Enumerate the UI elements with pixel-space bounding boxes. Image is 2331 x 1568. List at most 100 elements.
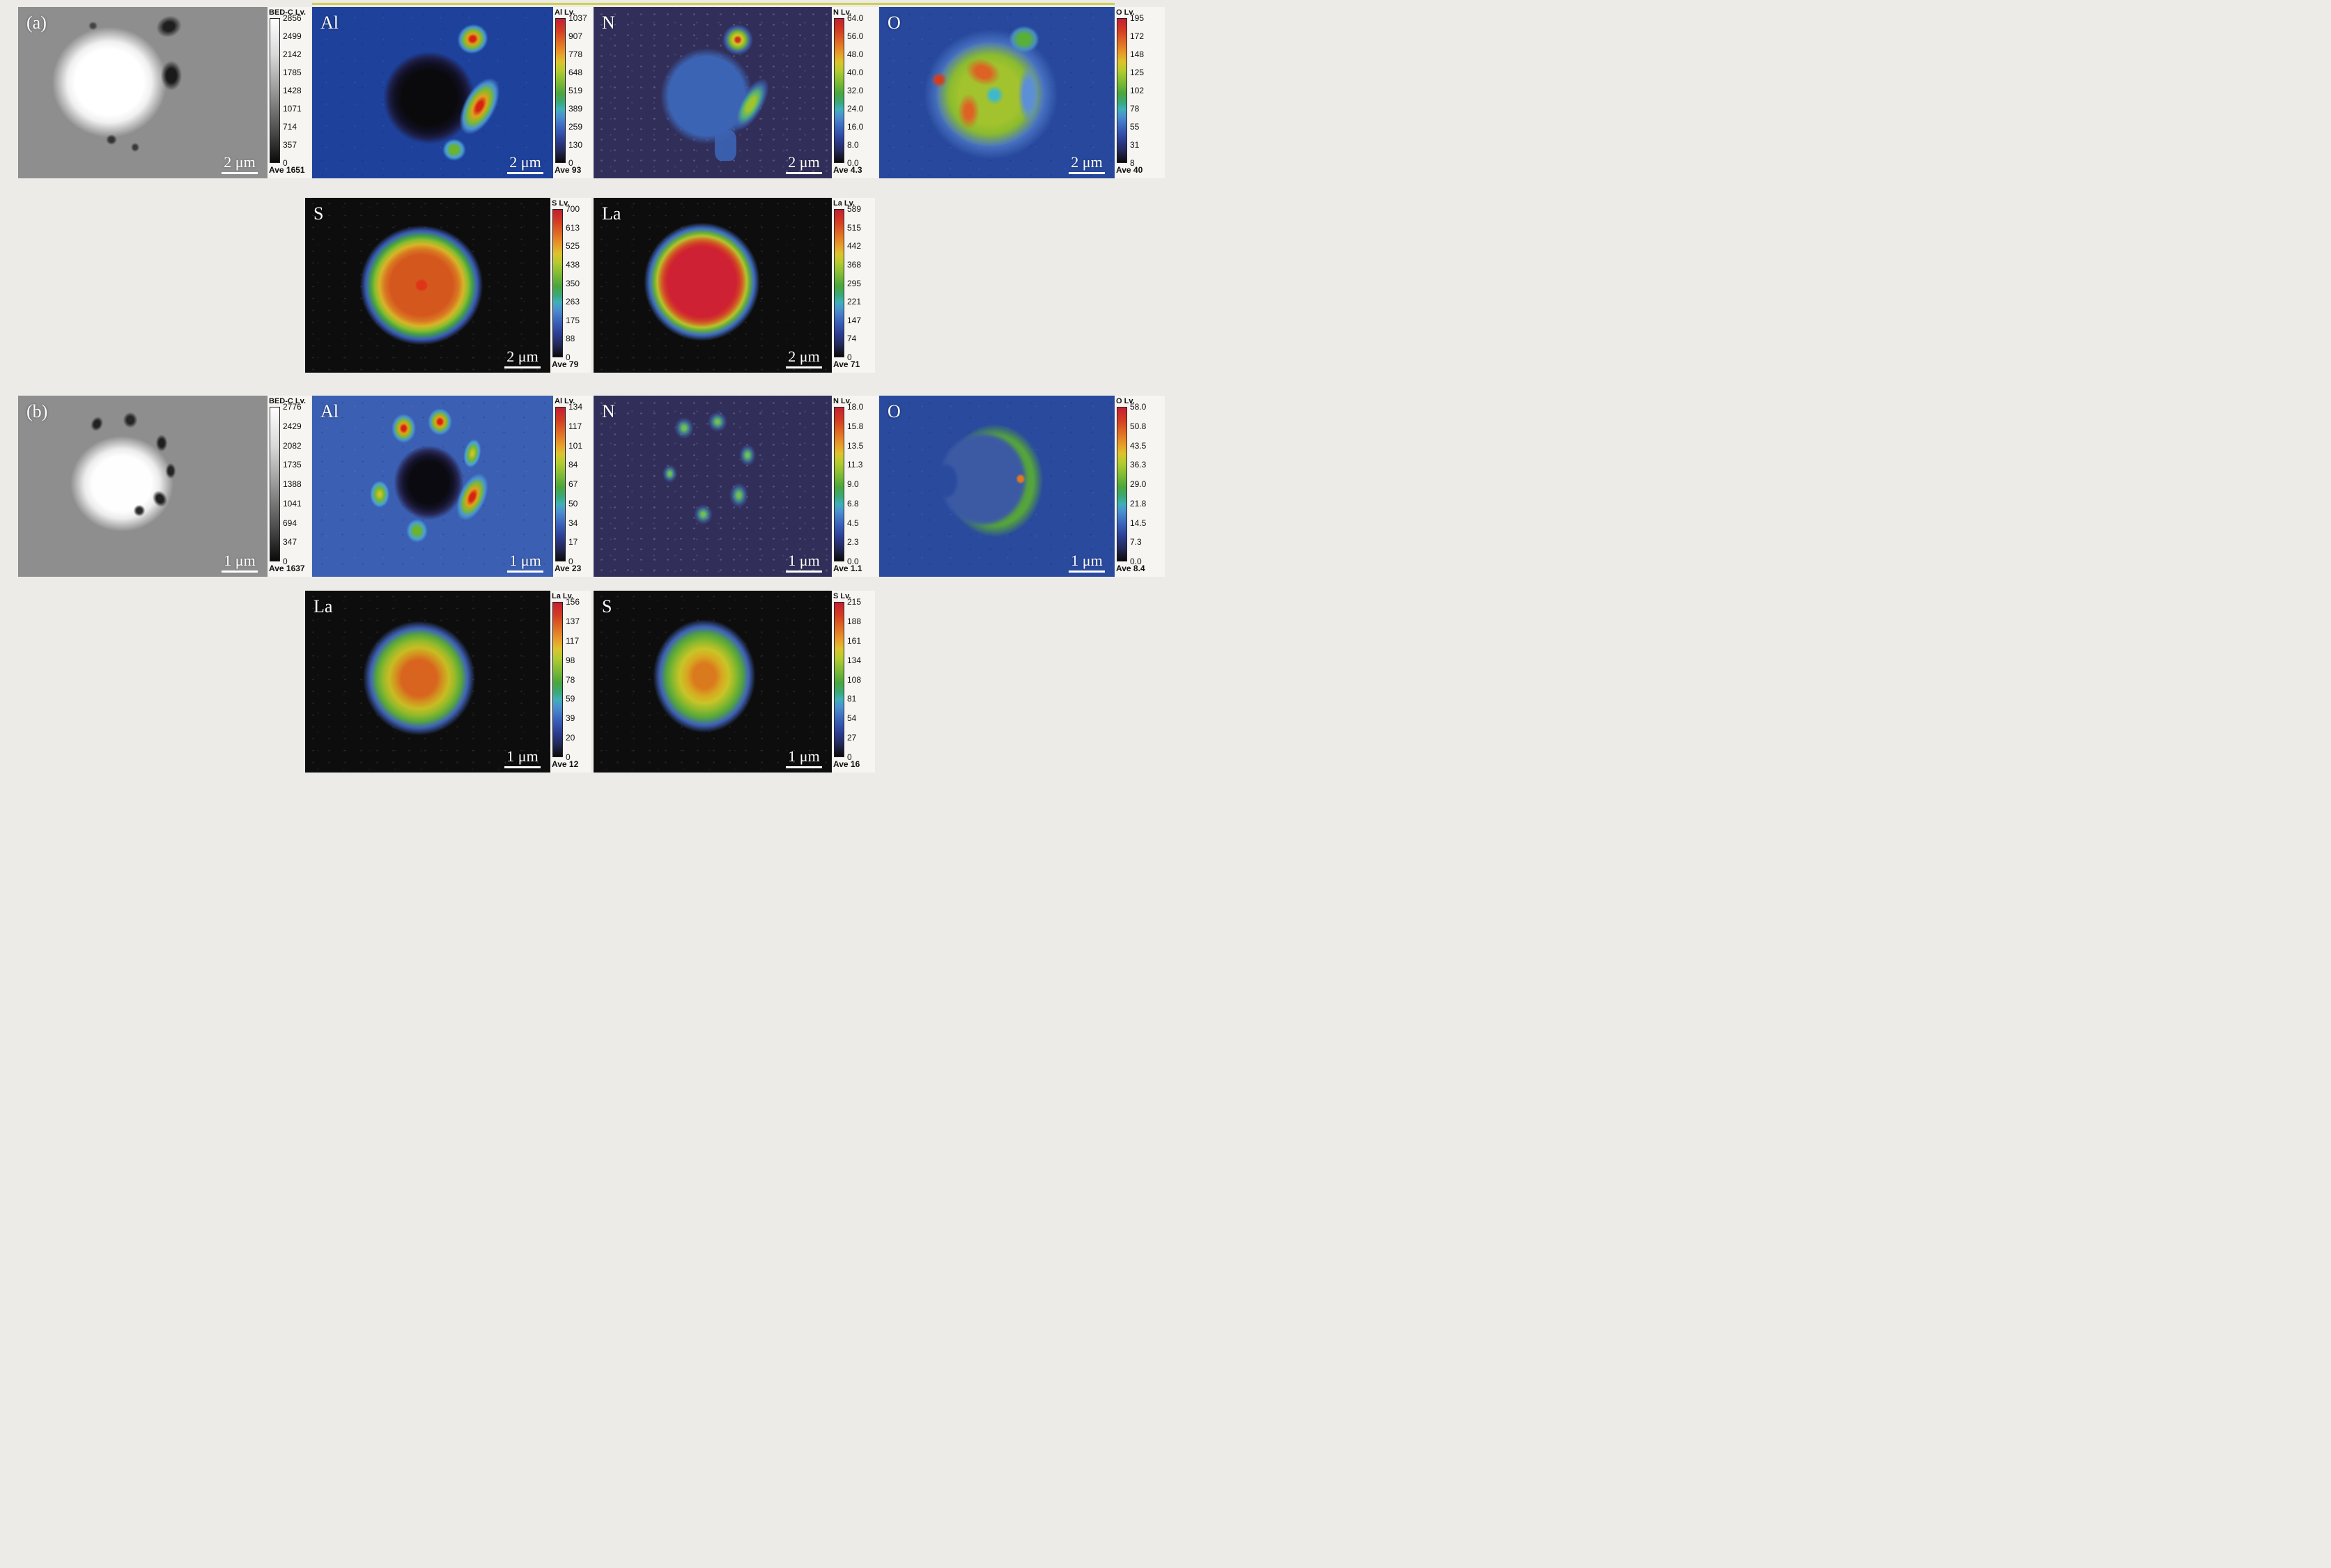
colorbar-gradient [1117, 18, 1127, 163]
colorbar-tick-label: 31 [1130, 140, 1140, 150]
colorbar-tick-label: 0 [283, 557, 288, 566]
dark-speck [105, 134, 118, 146]
scale-bar-label: 1 μm [509, 551, 541, 569]
colorbar-tick-label: 98 [566, 655, 575, 665]
colorbar-tick-label: 1428 [283, 86, 302, 95]
colorbar-tick-label: 368 [847, 259, 862, 270]
colorbar-tick-label: 8.0 [847, 140, 859, 150]
colorbar-tick-label: 188 [847, 616, 862, 626]
colorbar-tick-label: 1041 [283, 498, 302, 509]
colorbar-title: Al Lv. [555, 8, 575, 17]
colorbar-tick-label: 195 [1130, 13, 1145, 23]
scale-bar-label: 1 μm [224, 551, 256, 569]
colorbar-title: S Lv. [552, 199, 570, 208]
colorbar-tick-label: 2429 [283, 421, 302, 431]
scale-bar-label: 1 μm [506, 747, 539, 765]
colorbar-average: Ave 79 [552, 359, 579, 369]
colorbar-tick-label: 9.0 [847, 479, 859, 489]
scale-bar: 1 μm [786, 748, 822, 768]
colorbar-bedc-a: BED-C Lv. 2856 2499 2142 1785 1428 1071 714 357… [268, 7, 311, 178]
colorbar-la-b: La Lv. 156 137 117 98 78 59 39 20 0 Ave 12 [550, 591, 591, 773]
colorbar-gradient [552, 602, 563, 757]
colorbar-tick-label: 117 [566, 635, 580, 646]
colorbar-tick-label: 0.0 [847, 158, 859, 168]
scale-bar: 2 μm [504, 348, 541, 368]
colorbar-al-a: Al Lv. 1037 907 778 648 519 389 259 130 0 Ave 93 [553, 7, 594, 178]
colorbar-tick-label: 694 [283, 518, 297, 528]
colorbar-tick-label: 108 [847, 674, 862, 685]
colorbar-tick-label: 0 [847, 752, 852, 762]
colorbar-tick-label: 648 [568, 68, 583, 77]
particle-tail [715, 130, 737, 162]
dark-speck [123, 412, 138, 428]
colorbar-tick-label: 24.0 [847, 104, 864, 114]
colorbar-tick-label: 117 [568, 421, 582, 431]
dark-speck [155, 433, 168, 452]
element-label: Al [320, 13, 339, 33]
colorbar-ticks: 195 172 148 125 102 78 55 31 8 [1130, 13, 1145, 168]
colorbar-n-b: N Lv. 18.0 15.8 13.5 11.3 9.0 6.8 4.5 2.3 0.0 Av… [832, 396, 878, 577]
scale-bar: 1 μm [786, 552, 822, 573]
colorbar-tick-label: 101 [568, 440, 583, 451]
colorbar-average: Ave 1637 [269, 564, 305, 573]
colorbar-average: Ave 12 [552, 759, 579, 769]
al-hotspot [405, 518, 428, 543]
colorbar-title: N Lv. [833, 397, 852, 405]
scale-bar-line [1069, 570, 1105, 573]
colorbar-tick-label: 0 [566, 352, 571, 362]
colorbar-ticks: 700 613 525 438 350 263 175 88 0 [566, 205, 580, 362]
colorbar-tick-label: 134 [568, 402, 583, 412]
colorbar-bedc-b: BED-C Lv. 2776 2429 2082 1735 1388 1041 694 347… [268, 396, 311, 577]
colorbar-tick-label: 215 [847, 597, 862, 607]
s-rich-disc [648, 614, 761, 738]
colorbar-tick-label: 125 [1130, 68, 1145, 77]
scale-bar: 2 μm [222, 154, 258, 174]
colorbar-tick-label: 27 [847, 733, 857, 743]
colorbar-tick-label: 8 [1130, 158, 1135, 168]
colorbar-gradient [555, 407, 566, 561]
dark-speck [165, 463, 177, 479]
colorbar-tick-label: 2142 [283, 49, 302, 59]
colorbar-gradient [555, 18, 566, 163]
colorbar-tick-label: 13.5 [847, 440, 864, 451]
dark-inclusion [160, 60, 183, 91]
colorbar-title: BED-C Lv. [269, 8, 306, 17]
al-hotspot [451, 18, 494, 59]
colorbar-tick-label: 2082 [283, 440, 302, 451]
o-hotspot [931, 72, 948, 88]
colorbar-title: N Lv. [833, 8, 852, 17]
colorbar-tick-label: 74 [847, 334, 857, 344]
colorbar-tick-label: 156 [566, 597, 580, 607]
particle-core-dark [392, 442, 467, 522]
colorbar-ticks: 215 188 161 134 108 81 54 27 0 [847, 598, 861, 761]
scale-bar-line [222, 570, 258, 573]
top-accent-line [312, 3, 1115, 5]
colorbar-tick-label: 1735 [283, 460, 302, 470]
n-speckle-cluster [663, 464, 677, 483]
colorbar-tick-label: 2856 [283, 13, 302, 23]
colorbar-tick-label: 438 [566, 259, 580, 270]
n-speckle-cluster [729, 482, 749, 509]
colorbar-tick-label: 81 [847, 694, 857, 704]
dark-speck [130, 142, 141, 153]
colorbar-tick-label: 0 [568, 158, 573, 168]
colorbar-tick-label: 102 [1130, 86, 1145, 95]
colorbar-gradient [834, 602, 844, 757]
colorbar-tick-label: 36.3 [1130, 460, 1147, 470]
colorbar-tick-label: 175 [566, 315, 580, 325]
scale-bar-line [507, 570, 543, 573]
colorbar-tick-label: 78 [566, 674, 575, 685]
colorbar-gradient [834, 407, 844, 561]
colorbar-tick-label: 295 [847, 278, 862, 288]
colorbar-tick-label: 172 [1130, 31, 1145, 41]
scale-bar-line [1069, 172, 1105, 174]
colorbar-gradient [270, 18, 280, 163]
o-hotspot [1016, 473, 1025, 485]
colorbar-gradient [834, 209, 844, 357]
element-label: La [313, 596, 333, 616]
colorbar-tick-label: 20 [566, 733, 575, 743]
colorbar-ticks: 589 515 442 368 295 221 147 74 0 [847, 205, 862, 362]
colorbar-average: Ave 93 [555, 165, 582, 175]
scale-bar-label: 1 μm [1071, 551, 1103, 569]
colorbar-average: Ave 71 [833, 359, 860, 369]
